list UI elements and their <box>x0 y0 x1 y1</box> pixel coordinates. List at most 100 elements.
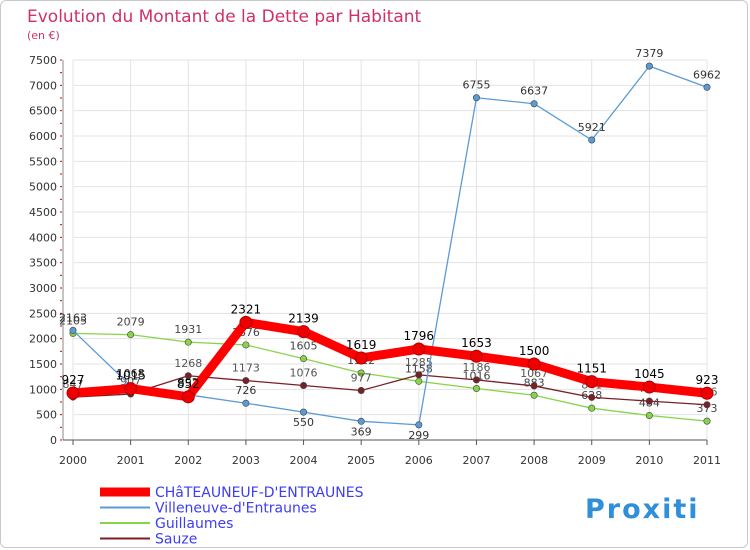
data-point <box>530 382 538 390</box>
data-label: 923 <box>696 373 719 387</box>
data-point <box>69 326 77 334</box>
x-tick-label: 2007 <box>462 454 490 467</box>
data-point <box>585 375 599 389</box>
y-tick-label: 3000 <box>29 282 57 295</box>
y-tick-label: 6500 <box>29 105 57 118</box>
data-point <box>181 390 195 404</box>
data-label: 1158 <box>405 362 433 375</box>
y-tick-label: 2000 <box>29 333 57 346</box>
data-label: 847 <box>63 378 84 391</box>
data-label: 7379 <box>635 47 663 60</box>
data-label: 2105 <box>59 314 87 327</box>
data-point <box>588 404 596 412</box>
data-point <box>645 411 653 419</box>
legend-label: CHâTEAUNEUF-D'ENTRAUNES <box>155 485 364 501</box>
data-point <box>297 325 311 339</box>
data-point <box>300 381 308 389</box>
data-point <box>472 376 480 384</box>
series-line <box>72 332 708 422</box>
legend: CHâTEAUNEUF-D'ENTRAUNESVilleneuve-d'Entr… <box>100 485 364 548</box>
y-tick-label: 4500 <box>29 206 57 219</box>
data-label: 1268 <box>174 357 202 370</box>
y-tick-label: 0 <box>50 434 57 447</box>
data-point <box>184 338 192 346</box>
x-tick-label: 2006 <box>405 454 433 467</box>
data-label: 1285 <box>405 356 433 369</box>
data-label: 369 <box>351 425 372 438</box>
data-point <box>354 351 368 365</box>
data-label: 2139 <box>288 312 319 326</box>
y-tick-label: 3500 <box>29 257 57 270</box>
data-point <box>124 382 138 396</box>
axes: 0 500 1000 1500 2000 2500 3000 3500 4000 4500 5000… <box>29 54 721 467</box>
x-tick-label: 2000 <box>59 454 87 467</box>
series-line <box>72 317 708 402</box>
data-label: 1076 <box>290 366 318 379</box>
data-point <box>469 349 483 363</box>
data-point <box>300 355 308 363</box>
data-label: 1045 <box>634 367 665 381</box>
data-point <box>357 386 365 394</box>
data-point <box>703 417 711 425</box>
data-point <box>645 62 653 70</box>
y-tick-label: 5000 <box>29 181 57 194</box>
data-label: 1931 <box>174 323 202 336</box>
data-label: 2163 <box>59 311 87 324</box>
data-label: 1015 <box>115 369 146 383</box>
data-point <box>239 315 253 329</box>
x-tick-label: 2010 <box>635 454 663 467</box>
series-line <box>72 374 708 406</box>
data-point <box>242 377 250 385</box>
y-tick-label: 5500 <box>29 155 57 168</box>
data-label: 373 <box>697 402 718 415</box>
series-layer: 2105207919311876160513221158101688362848… <box>59 47 721 442</box>
x-tick-label: 2002 <box>174 454 202 467</box>
legend-label: Villeneuve-d'Entraunes <box>155 501 317 517</box>
series-2: 2105207919311876160513221158101688362848… <box>59 314 718 425</box>
y-tick-label: 1500 <box>29 358 57 371</box>
x-tick-label: 2009 <box>578 454 606 467</box>
y-tick-label: 6000 <box>29 130 57 143</box>
data-label: 1605 <box>290 340 318 353</box>
y-tick-label: 2500 <box>29 307 57 320</box>
y-tick-label: 1000 <box>29 383 57 396</box>
data-point <box>242 399 250 407</box>
data-label: 2079 <box>117 316 145 329</box>
y-tick-label: 7500 <box>29 54 57 67</box>
data-label: 299 <box>408 429 429 442</box>
data-point <box>472 385 480 393</box>
data-label: 6962 <box>693 68 721 81</box>
y-tick-label: 500 <box>36 409 57 422</box>
data-point <box>530 391 538 399</box>
data-label: 726 <box>235 384 256 397</box>
x-tick-label: 2005 <box>347 454 375 467</box>
data-point <box>66 386 80 400</box>
grid <box>72 59 708 441</box>
data-point <box>703 401 711 409</box>
x-tick-label: 2008 <box>520 454 548 467</box>
data-point <box>588 393 596 401</box>
data-label: 5921 <box>578 121 606 134</box>
y-tick-label: 4000 <box>29 231 57 244</box>
data-point <box>415 371 423 379</box>
data-point <box>472 94 480 102</box>
data-point <box>530 100 538 108</box>
data-point <box>700 386 714 400</box>
x-tick-label: 2004 <box>290 454 318 467</box>
data-point <box>527 357 541 371</box>
data-point <box>645 397 653 405</box>
data-label: 1151 <box>576 362 607 376</box>
data-label: 550 <box>293 416 314 429</box>
legend-label: Sauze <box>155 532 197 548</box>
chart-subtitle: (en €) <box>27 29 60 42</box>
series-line <box>72 65 708 426</box>
data-label: 1653 <box>461 336 492 350</box>
y-tick-label: 7000 <box>29 79 57 92</box>
series-0: 927 1015 852 2321 2139 1619 1796 1653 1500 1151 10… <box>62 302 719 404</box>
data-point <box>415 377 423 385</box>
data-label: 1173 <box>232 362 260 375</box>
data-label: 2321 <box>231 302 262 316</box>
data-point <box>703 83 711 91</box>
x-tick-label: 2003 <box>232 454 260 467</box>
